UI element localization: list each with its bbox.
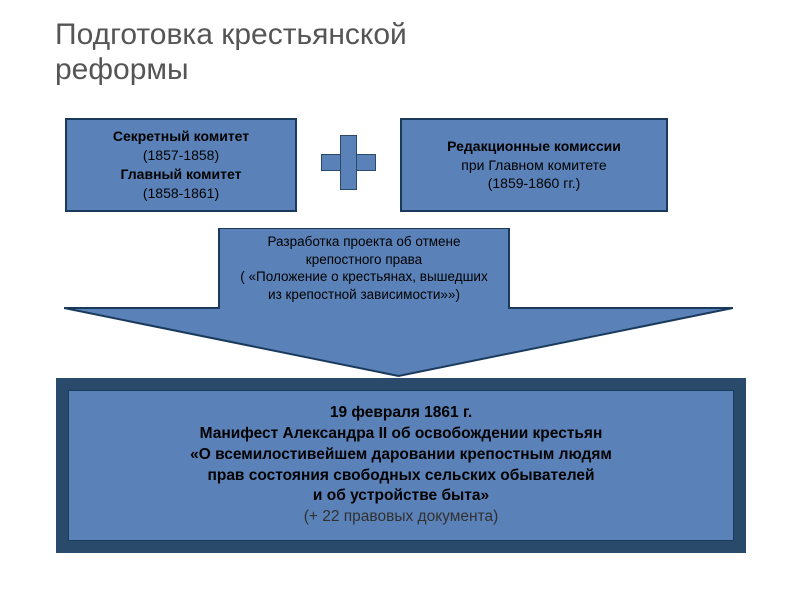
title-line-1: Подготовка крестьянской <box>55 18 407 51</box>
box2-l3: (1859-1860 гг.) <box>488 174 581 193</box>
box-secret-committee: Секретный комитет (1857-1858) Главный ко… <box>65 118 297 212</box>
big-l3: «О всемилостивейшем даровании крепостным… <box>69 445 733 466</box>
big-l5: и об устройстве быта» <box>69 486 733 507</box>
box3-l2: крепостного права <box>306 252 422 267</box>
title-line-2: реформы <box>55 53 189 86</box>
box-editorial-commissions: Редакционные комиссии при Главном комите… <box>400 118 668 212</box>
big-l2: Манифест Александра II об освобождении к… <box>69 424 733 445</box>
manifesto-box-frame: 19 февраля 1861 г. Манифест Александра I… <box>56 378 746 553</box>
box-project-development: Разработка проекта об отмене крепостного… <box>219 233 509 303</box>
box2-l2: при Главном комитете <box>461 156 606 175</box>
box1-l1: Секретный комитет <box>113 127 249 146</box>
page-title: Подготовка крестьянской реформы <box>55 18 407 87</box>
box3-l4: из крепостной зависимости»») <box>268 287 460 302</box>
box1-l4: (1858-1861) <box>143 184 219 203</box>
plus-icon <box>321 135 376 190</box>
box3-l1: Разработка проекта об отмене <box>267 234 460 249</box>
big-l4: прав состояния свободных сельских обыват… <box>69 466 733 487</box>
box1-l3: Главный комитет <box>121 165 242 184</box>
big-l1: 19 февраля 1861 г. <box>69 403 733 424</box>
big-l6: (+ 22 правовых документа) <box>69 507 733 528</box>
box3-l3: ( «Положение о крестьянах, вышедших <box>240 269 487 284</box>
manifesto-box: 19 февраля 1861 г. Манифест Александра I… <box>68 390 734 541</box>
box2-l1: Редакционные комиссии <box>447 137 621 156</box>
box1-l2: (1857-1858) <box>143 146 219 165</box>
down-arrow-block: Разработка проекта об отмене крепостного… <box>64 228 733 378</box>
